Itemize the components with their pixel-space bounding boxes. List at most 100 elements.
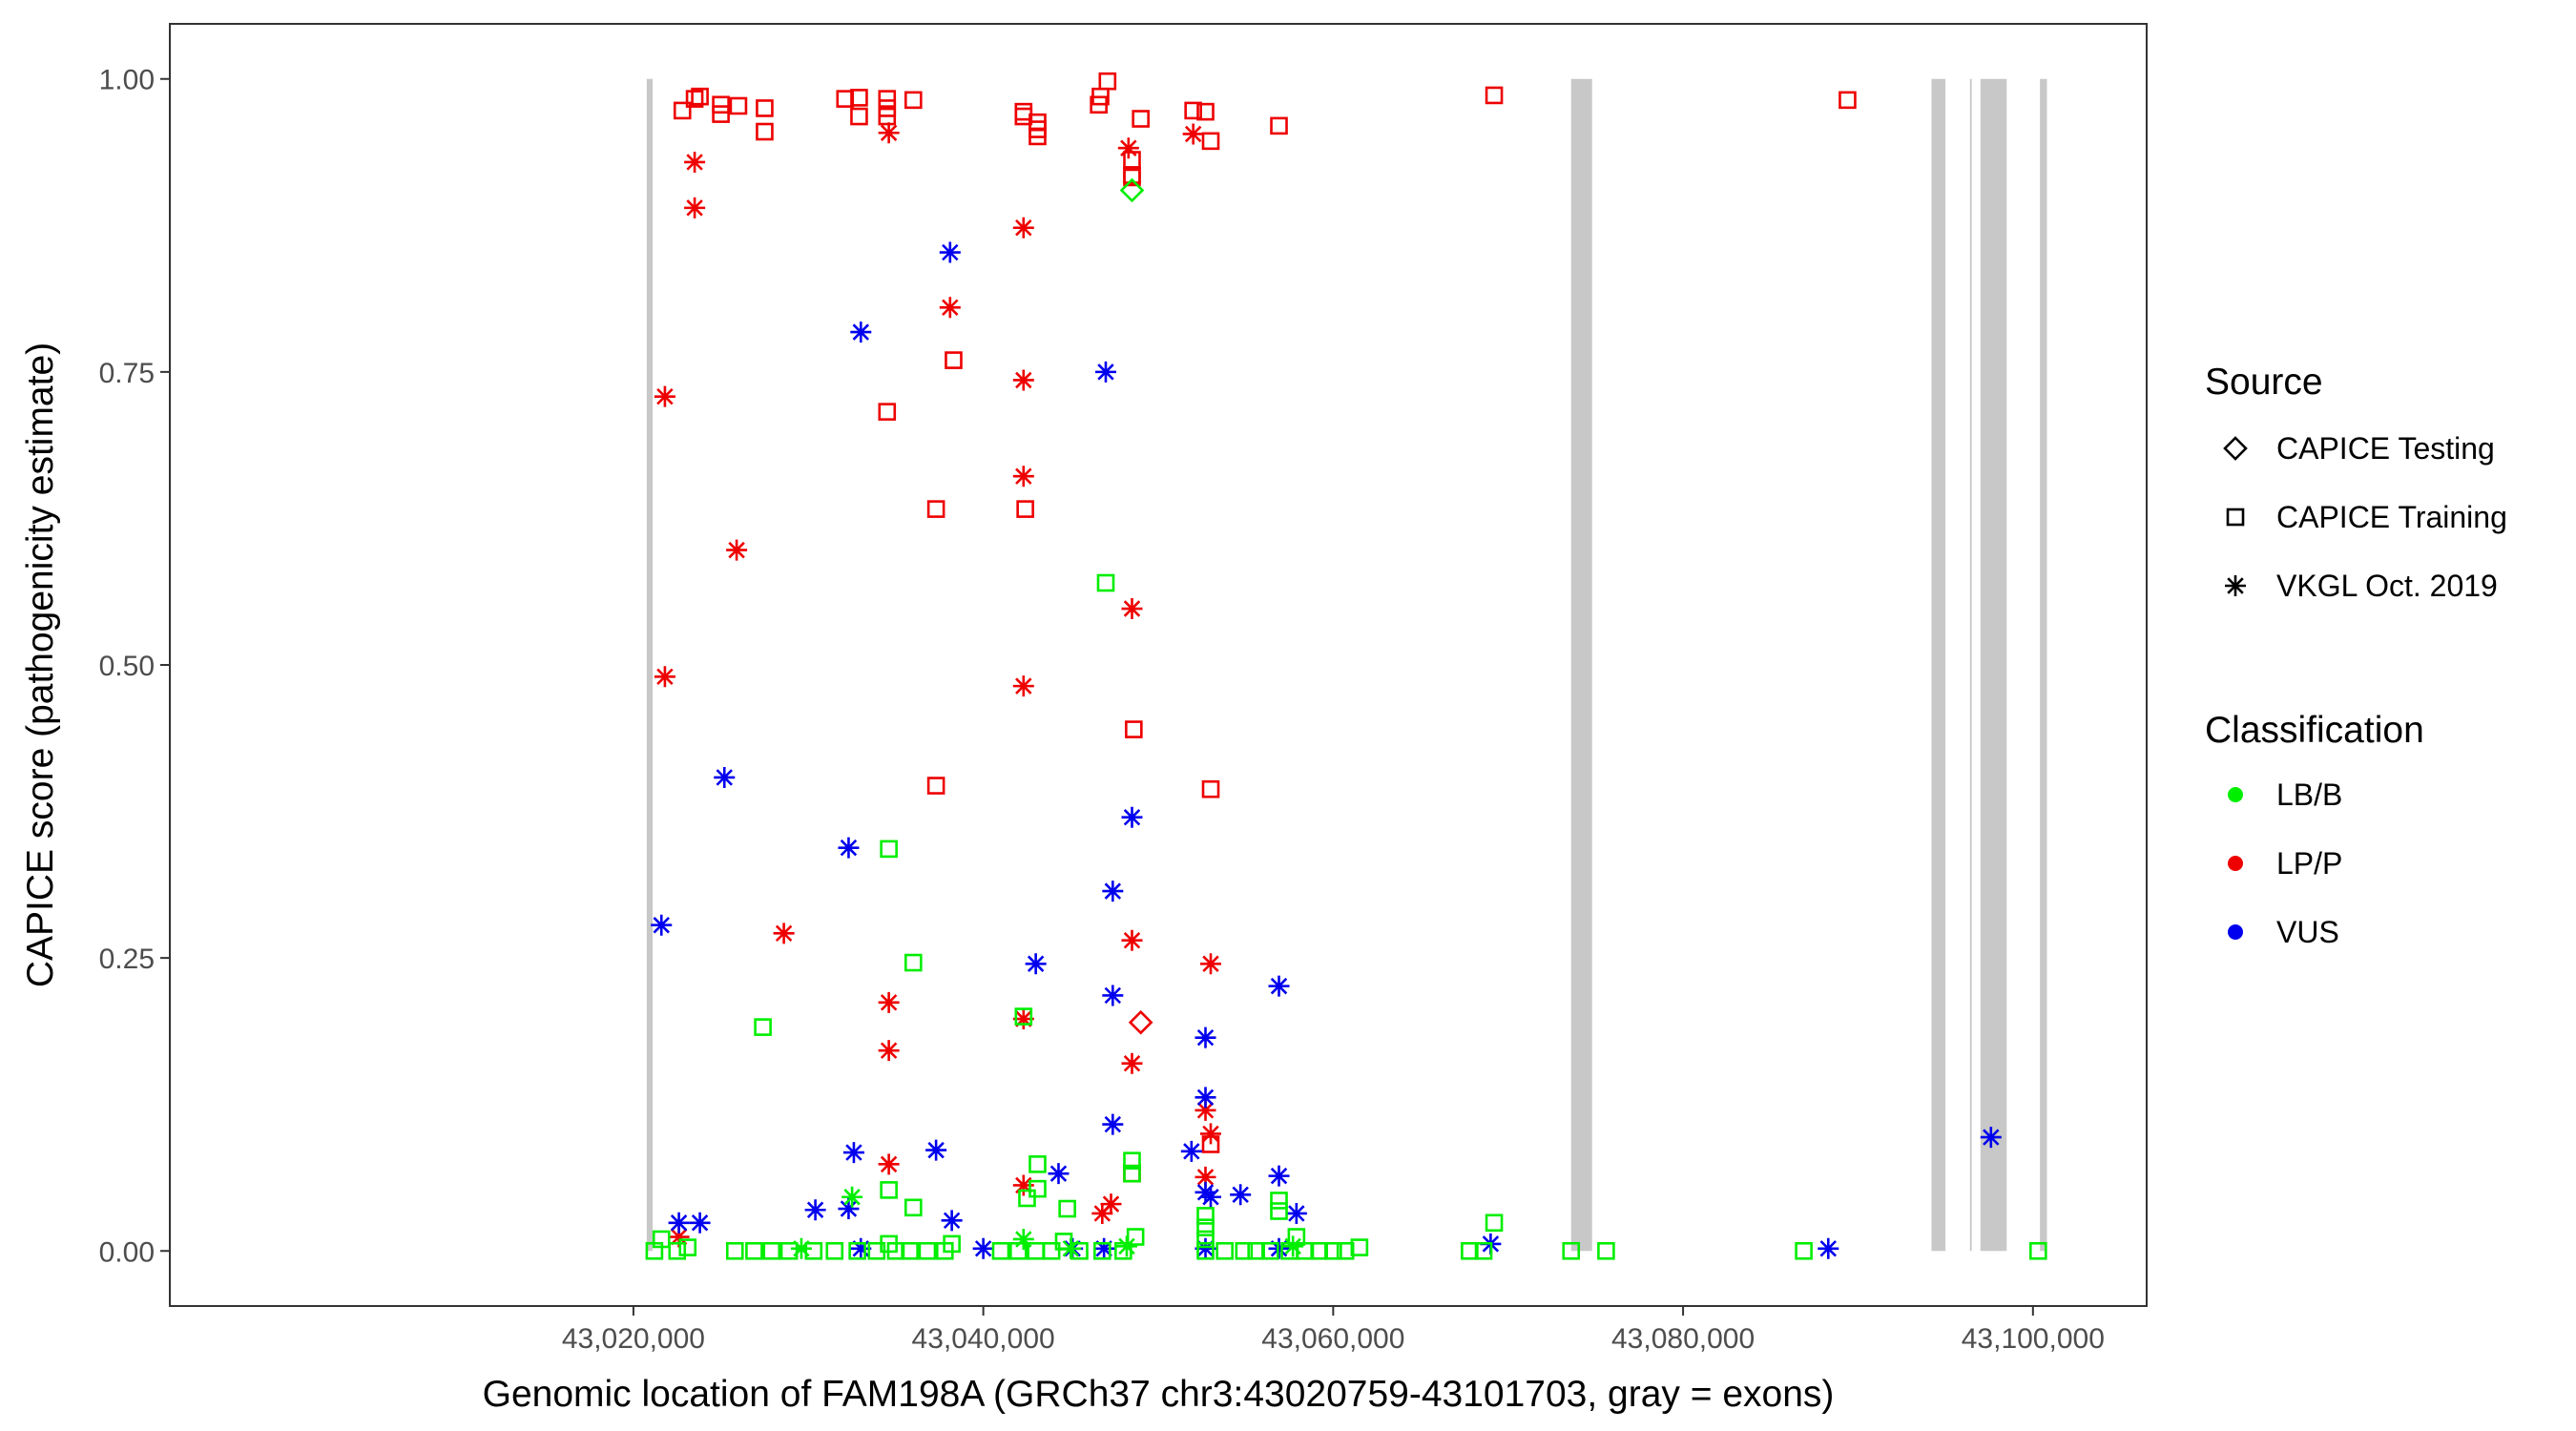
data-point — [689, 1212, 711, 1234]
data-point — [685, 90, 704, 108]
data-point — [779, 1241, 799, 1260]
data-point — [904, 91, 923, 110]
data-point — [943, 1234, 961, 1254]
data-point — [762, 1241, 781, 1260]
data-point — [1012, 1008, 1034, 1030]
data-point — [878, 122, 900, 144]
data-point — [842, 1142, 864, 1164]
data-point — [684, 151, 706, 173]
exon-band — [2040, 78, 2047, 1252]
data-point — [904, 1198, 923, 1217]
y-tick-label: 0.50 — [99, 651, 155, 682]
data-point — [1795, 1241, 1813, 1260]
legend: Source CAPICE Testing CAPICE Training VKGL… — [2205, 362, 2507, 949]
data-point — [904, 953, 923, 972]
x-tick-label: 43,100,000 — [1962, 1323, 2105, 1355]
data-point — [1324, 1241, 1342, 1260]
data-point — [880, 1181, 898, 1199]
data-point — [878, 991, 900, 1013]
data-point — [1268, 1165, 1290, 1187]
y-axis: 0.00 0.25 0.50 0.75 1.00 — [99, 65, 170, 1268]
data-point — [1818, 1237, 1839, 1259]
data-point — [1200, 1123, 1222, 1145]
data-point — [1336, 1241, 1355, 1260]
legend-label: VUS — [2276, 915, 2339, 949]
data-point — [1012, 369, 1034, 391]
data-point — [878, 1153, 900, 1175]
data-point — [1201, 779, 1220, 798]
exon-bands — [646, 78, 2047, 1252]
legend-key-dot — [2228, 787, 2243, 802]
legend-key-dot — [2228, 856, 2243, 871]
y-tick-label: 0.25 — [99, 944, 155, 975]
data-point — [1282, 1235, 1304, 1257]
data-point — [1184, 101, 1202, 120]
data-point — [1196, 1241, 1215, 1260]
data-point — [1195, 1237, 1216, 1259]
exon-band — [1931, 78, 1946, 1252]
data-point — [1195, 1166, 1216, 1188]
data-point — [1839, 91, 1857, 110]
legend-title-classification: Classification — [2205, 710, 2424, 751]
data-point — [714, 766, 736, 788]
data-point — [886, 1241, 905, 1260]
data-point — [684, 197, 706, 218]
data-point — [901, 1241, 919, 1260]
legend-label: VKGL Oct. 2019 — [2276, 569, 2498, 603]
data-point — [652, 1230, 671, 1249]
data-point — [1196, 1218, 1215, 1236]
data-point — [1200, 953, 1222, 975]
data-point — [1042, 1241, 1061, 1260]
data-point — [1102, 985, 1124, 1006]
data-point — [1201, 132, 1220, 151]
data-point — [1121, 1052, 1143, 1074]
data-point — [1270, 116, 1288, 135]
data-point — [878, 90, 897, 108]
data-point — [939, 241, 961, 263]
data-point — [773, 923, 795, 944]
legend-label: CAPICE Training — [2276, 500, 2507, 534]
data-point — [1121, 929, 1143, 951]
y-tick-label: 1.00 — [99, 65, 155, 96]
data-point — [790, 1237, 812, 1259]
data-point — [941, 1210, 963, 1232]
data-point — [1093, 1241, 1111, 1260]
data-point — [1012, 217, 1034, 238]
data-point — [1180, 1140, 1202, 1162]
legend-key-square — [2226, 508, 2245, 527]
data-point — [1230, 1184, 1252, 1206]
data-point — [1028, 127, 1047, 146]
legend-title-source: Source — [2205, 362, 2323, 403]
data-point — [1028, 1155, 1047, 1173]
data-point — [745, 1241, 763, 1260]
y-axis-label: CAPICE score (pathogenicity estimate) — [20, 342, 61, 987]
data-point — [1100, 1193, 1122, 1215]
data-point — [1195, 1027, 1216, 1048]
data-point — [1270, 1192, 1288, 1210]
exon-band — [646, 78, 654, 1252]
data-point — [945, 351, 963, 369]
data-point — [804, 1241, 823, 1260]
data-point — [1485, 86, 1504, 105]
data-point — [1121, 806, 1143, 828]
data-point — [838, 1198, 860, 1220]
data-point — [1012, 1228, 1034, 1250]
x-tick-label: 43,040,000 — [912, 1323, 1055, 1355]
data-point — [725, 1241, 744, 1260]
data-point — [850, 89, 868, 107]
legend-label: LB/B — [2276, 778, 2342, 812]
data-point — [1115, 1235, 1137, 1257]
data-point — [651, 914, 673, 936]
data-point — [1128, 1009, 1153, 1035]
legend-key-asterisk — [2225, 575, 2246, 596]
data-point — [1980, 1127, 2002, 1149]
x-tick-label: 43,080,000 — [1611, 1323, 1755, 1355]
data-point — [1018, 1189, 1036, 1208]
data-point — [712, 105, 730, 123]
data-point — [1102, 1113, 1124, 1135]
data-points — [645, 72, 2047, 1260]
data-point — [850, 107, 868, 126]
data-point — [1350, 1238, 1369, 1256]
